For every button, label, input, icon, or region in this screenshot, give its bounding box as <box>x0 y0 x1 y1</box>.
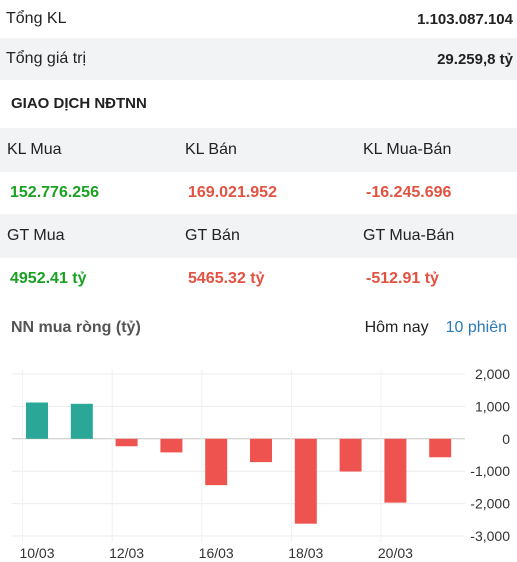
y-tick-label: -3,000 <box>470 528 510 544</box>
y-tick-label: 2,000 <box>475 366 510 382</box>
x-tick-label: 20/03 <box>378 545 413 561</box>
gt-ban-header: GT Bán <box>178 214 356 258</box>
chart-bar <box>160 438 183 453</box>
chart-bar <box>384 438 407 503</box>
kl-mua-ban-value: -16.245.696 <box>366 184 452 201</box>
kl-mua-ban-header: KL Mua-Bán <box>356 128 517 172</box>
foreign-trading-grid: KL Mua KL Bán KL Mua-Bán 152.776.256 169… <box>0 128 517 300</box>
kl-mua-value: 152.776.256 <box>10 184 99 201</box>
net-buy-chart: 2,000 1,000 0 -1,000 -2,000 -3,000 10/03 12/03… <box>12 366 510 561</box>
chart-bar <box>250 438 272 463</box>
chart-title: NN mua ròng (tỷ) <box>11 319 141 336</box>
tab-10-sessions[interactable]: 10 phiên <box>445 319 507 336</box>
x-tick-label: 10/03 <box>19 545 54 561</box>
gt-ban-value: 5465.32 tỷ <box>188 270 265 287</box>
gt-mua-ban-header: GT Mua-Bán <box>356 214 517 258</box>
chart-bars <box>26 402 452 524</box>
chart-y-ticks: 2,000 1,000 0 -1,000 -2,000 -3,000 <box>470 366 510 544</box>
total-volume-label: Tổng KL <box>6 10 67 27</box>
tab-today[interactable]: Hôm nay <box>364 319 429 336</box>
gt-mua-ban-value: -512.91 tỷ <box>366 270 439 287</box>
gt-mua-header: GT Mua <box>0 214 178 258</box>
kl-ban-value: 169.021.952 <box>188 184 277 201</box>
chart-bar <box>115 438 138 447</box>
chart-bar <box>294 438 317 524</box>
gt-mua-value: 4952.41 tỷ <box>10 270 87 287</box>
y-tick-label: 0 <box>502 431 510 447</box>
chart-bar <box>339 438 362 472</box>
y-tick-label: -2,000 <box>470 496 510 512</box>
summary-row-total-volume: Tổng KL 1.103.087.104 <box>0 0 517 38</box>
total-value-value: 29.259,8 tỷ <box>437 50 513 68</box>
summary-row-total-value: Tổng giá trị 29.259,8 tỷ <box>0 38 517 80</box>
chart-bar <box>70 403 93 439</box>
kl-mua-header: KL Mua <box>0 128 178 172</box>
chart-bar <box>429 438 452 458</box>
y-tick-label: 1,000 <box>475 398 510 414</box>
foreign-trading-title: GIAO DỊCH NĐTNN <box>11 95 147 112</box>
kl-ban-header: KL Bán <box>178 128 356 172</box>
chart-bar <box>205 438 228 486</box>
total-value-label: Tổng giá trị <box>6 50 87 67</box>
chart-bar <box>26 402 48 439</box>
x-tick-label: 12/03 <box>109 545 144 561</box>
y-tick-label: -1,000 <box>470 463 510 479</box>
x-tick-label: 16/03 <box>199 545 234 561</box>
total-volume-value: 1.103.087.104 <box>417 10 513 28</box>
chart-header: NN mua ròng (tỷ) Hôm nay 10 phiên <box>0 310 517 346</box>
chart-x-ticks: 10/03 12/03 16/03 18/03 20/03 <box>19 545 413 561</box>
x-tick-label: 18/03 <box>288 545 323 561</box>
